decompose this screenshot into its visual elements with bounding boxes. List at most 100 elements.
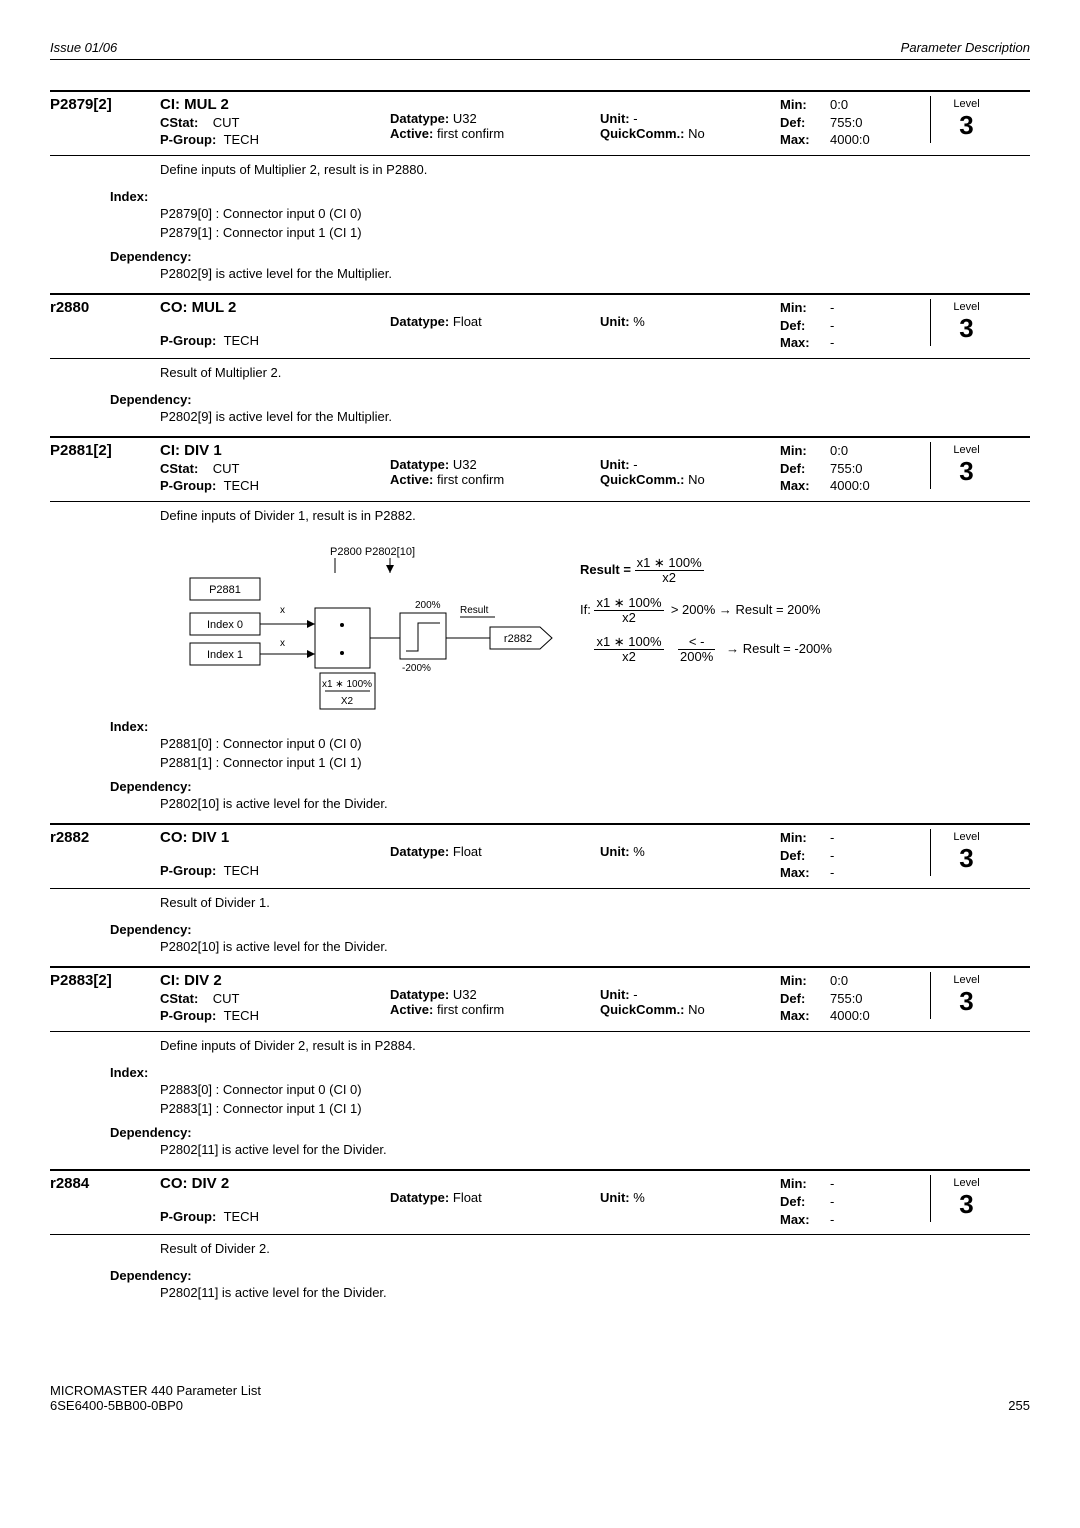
qc-label: QuickComm.: — [600, 1002, 685, 1017]
def-value: - — [830, 1193, 834, 1211]
max-value: 4000:0 — [830, 131, 870, 149]
min-value: - — [830, 829, 834, 847]
def-value: 755:0 — [830, 114, 870, 132]
unit-label: Unit: — [600, 987, 630, 1002]
level-value: 3 — [943, 843, 990, 874]
max-label: Max: — [780, 1211, 830, 1229]
param-id: P2881[2] — [50, 442, 160, 459]
min-value: - — [830, 299, 834, 317]
param-desc: Define inputs of Multiplier 2, result is… — [160, 156, 1030, 183]
unit-label: Unit: — [600, 111, 630, 126]
param-desc: Define inputs of Divider 2, result is in… — [160, 1032, 1030, 1059]
pgroup-value: TECH — [224, 863, 259, 878]
unit-value: % — [633, 1190, 645, 1205]
dependency-heading: Dependency: — [110, 779, 1030, 794]
param-title: CO: DIV 2 — [160, 1175, 390, 1192]
param-title: CO: MUL 2 — [160, 299, 390, 316]
datatype-label: Datatype: — [390, 314, 449, 329]
param-id: P2883[2] — [50, 972, 160, 989]
unit-value: % — [633, 844, 645, 859]
min-label: Min: — [780, 96, 830, 114]
param-r2880: r2880 CO: MUL 2 P-Group: TECH Datatype: … — [50, 293, 1030, 426]
frac-den: x2 — [594, 650, 663, 664]
pgroup-label: P-Group: — [160, 1008, 216, 1023]
param-title: CI: DIV 1 — [160, 442, 390, 459]
header-left: Issue 01/06 — [50, 40, 117, 55]
datatype-value: Float — [453, 844, 482, 859]
def-label: Def: — [780, 990, 830, 1008]
level-value: 3 — [943, 1189, 990, 1220]
dependency-heading: Dependency: — [110, 249, 1030, 264]
active-value: first confirm — [437, 472, 504, 487]
min-value: - — [830, 1175, 834, 1193]
diagram-r2882: r2882 — [504, 633, 532, 645]
dependency-heading: Dependency: — [110, 922, 1030, 937]
dependency-heading: Dependency: — [110, 1268, 1030, 1283]
def-label: Def: — [780, 114, 830, 132]
diagram-res-neg: → Result = -200% — [726, 641, 832, 656]
index-item: P2883[0] : Connector input 0 (CI 0) — [160, 1080, 1030, 1100]
datatype-label: Datatype: — [390, 457, 449, 472]
diagram-head: P2800 P2802[10] — [330, 546, 415, 558]
datatype-value: U32 — [453, 457, 477, 472]
diagram-idx1: Index 1 — [207, 649, 243, 661]
diagram-x1: x1 ∗ 100% — [322, 679, 372, 690]
max-label: Max: — [780, 131, 830, 149]
param-r2884: r2884 CO: DIV 2 P-Group: TECH Datatype: … — [50, 1169, 1030, 1302]
datatype-value: Float — [453, 314, 482, 329]
qc-value: No — [688, 472, 705, 487]
unit-label: Unit: — [600, 314, 630, 329]
unit-label: Unit: — [600, 844, 630, 859]
max-label: Max: — [780, 864, 830, 882]
dependency-text: P2802[9] is active level for the Multipl… — [160, 407, 1030, 427]
qc-label: QuickComm.: — [600, 126, 685, 141]
datatype-label: Datatype: — [390, 111, 449, 126]
min-value: 0:0 — [830, 972, 870, 990]
active-value: first confirm — [437, 126, 504, 141]
frac-num: x1 ∗ 100% — [635, 556, 704, 571]
max-value: - — [830, 334, 834, 352]
dependency-text: P2802[9] is active level for the Multipl… — [160, 264, 1030, 284]
active-label: Active: — [390, 126, 433, 141]
active-label: Active: — [390, 1002, 433, 1017]
svg-text:x: x — [280, 638, 285, 649]
qc-value: No — [688, 1002, 705, 1017]
index-item: P2883[1] : Connector input 1 (CI 1) — [160, 1099, 1030, 1119]
param-desc: Result of Divider 2. — [160, 1235, 1030, 1262]
unit-label: Unit: — [600, 1190, 630, 1205]
min-label: Min: — [780, 829, 830, 847]
cstat-value: CUT — [213, 991, 240, 1006]
frac-num: x1 ∗ 100% — [594, 635, 663, 650]
pgroup-label: P-Group: — [160, 333, 216, 348]
pgroup-value: TECH — [224, 1008, 259, 1023]
max-label: Max: — [780, 334, 830, 352]
footer-left1: MICROMASTER 440 Parameter List — [50, 1383, 261, 1398]
dependency-text: P2802[11] is active level for the Divide… — [160, 1140, 1030, 1160]
datatype-label: Datatype: — [390, 987, 449, 1002]
param-r2882: r2882 CO: DIV 1 P-Group: TECH Datatype: … — [50, 823, 1030, 956]
min-label: Min: — [780, 972, 830, 990]
svg-text:x: x — [280, 605, 285, 616]
def-label: Def: — [780, 460, 830, 478]
index-item: P2879[1] : Connector input 1 (CI 1) — [160, 223, 1030, 243]
index-item: P2879[0] : Connector input 0 (CI 0) — [160, 204, 1030, 224]
param-id: r2884 — [50, 1175, 160, 1192]
pgroup-value: TECH — [224, 132, 259, 147]
level-value: 3 — [943, 110, 990, 141]
max-value: 4000:0 — [830, 477, 870, 495]
frac-den: x2 — [635, 571, 704, 585]
index-heading: Index: — [110, 189, 1030, 204]
unit-value: - — [633, 457, 637, 472]
index-heading: Index: — [110, 719, 1030, 734]
cstat-value: CUT — [213, 461, 240, 476]
level-label: Level — [943, 974, 990, 986]
def-value: 755:0 — [830, 460, 870, 478]
qc-label: QuickComm.: — [600, 472, 685, 487]
max-label: Max: — [780, 1007, 830, 1025]
unit-value: % — [633, 314, 645, 329]
param-desc: Result of Divider 1. — [160, 889, 1030, 916]
unit-value: - — [633, 111, 637, 126]
lt-sym: < - — [678, 635, 715, 650]
pgroup-label: P-Group: — [160, 863, 216, 878]
def-value: - — [830, 317, 834, 335]
